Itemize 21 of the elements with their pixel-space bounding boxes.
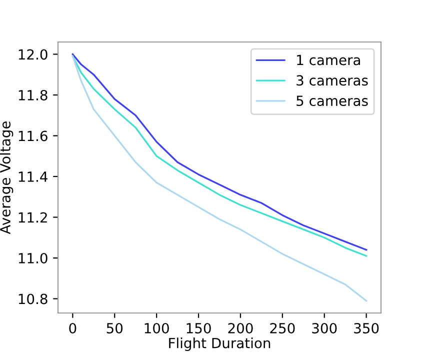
y-axis-title: Average Voltage bbox=[0, 121, 14, 234]
x-tick-label: 0 bbox=[69, 322, 76, 334]
x-tick-label: 100 bbox=[144, 322, 169, 334]
x-tick-label: 50 bbox=[106, 322, 123, 334]
x-tick-label: 300 bbox=[312, 322, 337, 334]
y-tick-label: 11.6 bbox=[18, 130, 48, 142]
x-axis-title: Flight Duration bbox=[169, 338, 270, 351]
y-tick-label: 11.8 bbox=[18, 90, 48, 100]
y-tick-label: 11.2 bbox=[18, 212, 47, 223]
x-tick-label: 150 bbox=[186, 322, 211, 334]
y-tick-label: 11.0 bbox=[18, 252, 48, 264]
legend-label: 3 cameras bbox=[296, 75, 368, 86]
legend-label: 1 camera bbox=[297, 54, 360, 66]
x-tick-label: 200 bbox=[228, 322, 253, 334]
legend-label: 5 cameras bbox=[296, 96, 368, 106]
y-tick-label: 11.4 bbox=[18, 172, 48, 182]
x-tick-label: 250 bbox=[270, 322, 295, 334]
y-tick-label: 12.0 bbox=[18, 49, 48, 60]
line-series bbox=[72, 55, 368, 302]
y-tick-label: 10.8 bbox=[18, 294, 48, 304]
x-tick-label: 350 bbox=[354, 322, 379, 334]
